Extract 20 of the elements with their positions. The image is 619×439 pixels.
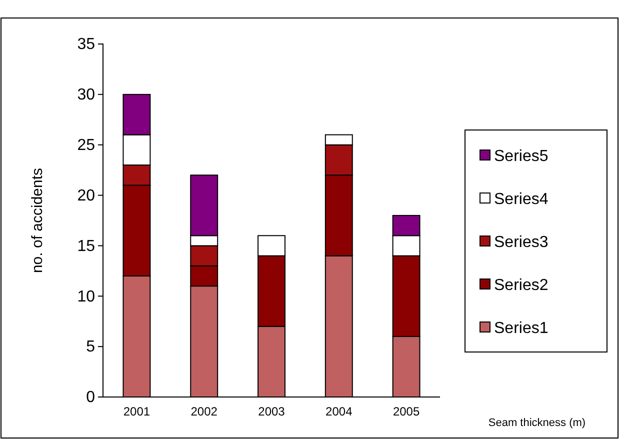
x-tick-label: 2005	[392, 404, 420, 419]
x-tick-label: 2001	[123, 404, 150, 419]
y-tick-label: 30	[77, 86, 96, 104]
legend-label: Series2	[494, 277, 548, 294]
legend-label: Series5	[494, 148, 548, 165]
legend-label: Series1	[494, 320, 548, 337]
legend-label: Series4	[494, 191, 548, 208]
x-tick-label: 2002	[190, 404, 218, 419]
y-tick-label: 15	[77, 238, 96, 255]
y-tick-label: 10	[77, 288, 96, 306]
y-tick-label: 25	[77, 136, 96, 154]
x-tick-label: 2004	[326, 404, 353, 419]
y-tick-label: 35	[77, 36, 96, 54]
y-tick-label: 0	[86, 389, 96, 406]
legend-label: Series3	[494, 234, 548, 251]
x-tick-label: 2003	[258, 404, 286, 419]
x-axis-title: Seam thickness (m)	[488, 417, 586, 429]
y-tick-label: 5	[86, 338, 96, 356]
y-axis-title: no. of accidents	[29, 168, 46, 274]
y-tick-label: 20	[77, 187, 96, 204]
